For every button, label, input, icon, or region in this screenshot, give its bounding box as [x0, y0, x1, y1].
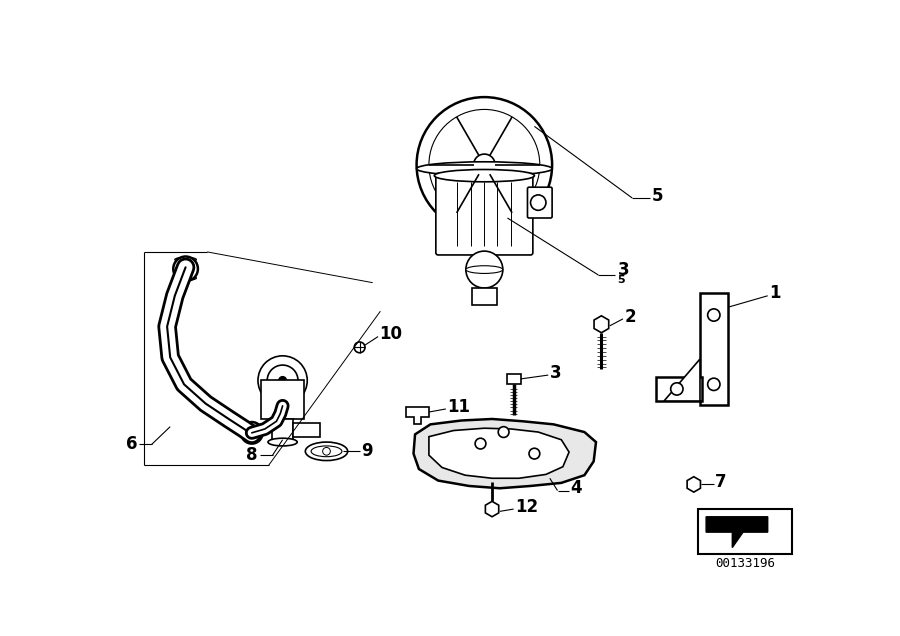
Circle shape: [482, 162, 488, 168]
Polygon shape: [664, 359, 700, 401]
Bar: [698, 509, 792, 554]
Circle shape: [417, 97, 552, 233]
Text: 11: 11: [447, 398, 471, 416]
Circle shape: [241, 422, 263, 444]
Text: 4: 4: [571, 480, 582, 497]
Circle shape: [322, 448, 330, 455]
FancyBboxPatch shape: [527, 187, 552, 218]
Text: 5: 5: [652, 187, 663, 205]
Ellipse shape: [305, 442, 347, 460]
Circle shape: [279, 377, 286, 384]
Circle shape: [258, 356, 307, 405]
Text: 6: 6: [126, 436, 138, 453]
Circle shape: [499, 427, 509, 438]
FancyBboxPatch shape: [436, 174, 533, 255]
Text: 2: 2: [625, 308, 636, 326]
Bar: [656, 377, 702, 401]
Text: 1: 1: [770, 284, 781, 303]
Circle shape: [355, 342, 365, 353]
Circle shape: [529, 448, 540, 459]
Circle shape: [707, 378, 720, 391]
Ellipse shape: [175, 258, 196, 262]
Polygon shape: [429, 428, 569, 478]
Ellipse shape: [175, 266, 196, 271]
Circle shape: [473, 154, 495, 176]
Bar: [293, 423, 320, 437]
Ellipse shape: [417, 162, 552, 176]
Ellipse shape: [466, 266, 503, 273]
Bar: [261, 380, 304, 419]
Text: 5: 5: [617, 275, 626, 286]
Circle shape: [475, 438, 486, 449]
Text: 8: 8: [247, 446, 258, 464]
Polygon shape: [406, 408, 429, 424]
Text: 7: 7: [716, 473, 727, 491]
Ellipse shape: [175, 271, 196, 276]
Text: 00133196: 00133196: [716, 557, 776, 570]
Text: 3: 3: [617, 261, 629, 279]
Text: 3: 3: [550, 364, 562, 382]
Bar: [700, 293, 728, 405]
Circle shape: [670, 383, 683, 395]
Text: 9: 9: [361, 442, 373, 460]
Ellipse shape: [268, 438, 297, 446]
Circle shape: [174, 256, 198, 281]
Ellipse shape: [435, 169, 535, 182]
Ellipse shape: [175, 262, 196, 266]
Polygon shape: [413, 419, 596, 488]
Ellipse shape: [175, 276, 196, 280]
Bar: [472, 288, 497, 305]
Bar: [272, 419, 293, 442]
Text: 12: 12: [515, 498, 538, 516]
Circle shape: [530, 195, 546, 211]
Circle shape: [466, 251, 503, 288]
Polygon shape: [706, 517, 768, 548]
Text: 10: 10: [380, 325, 402, 343]
Bar: [507, 373, 520, 384]
Circle shape: [707, 309, 720, 321]
